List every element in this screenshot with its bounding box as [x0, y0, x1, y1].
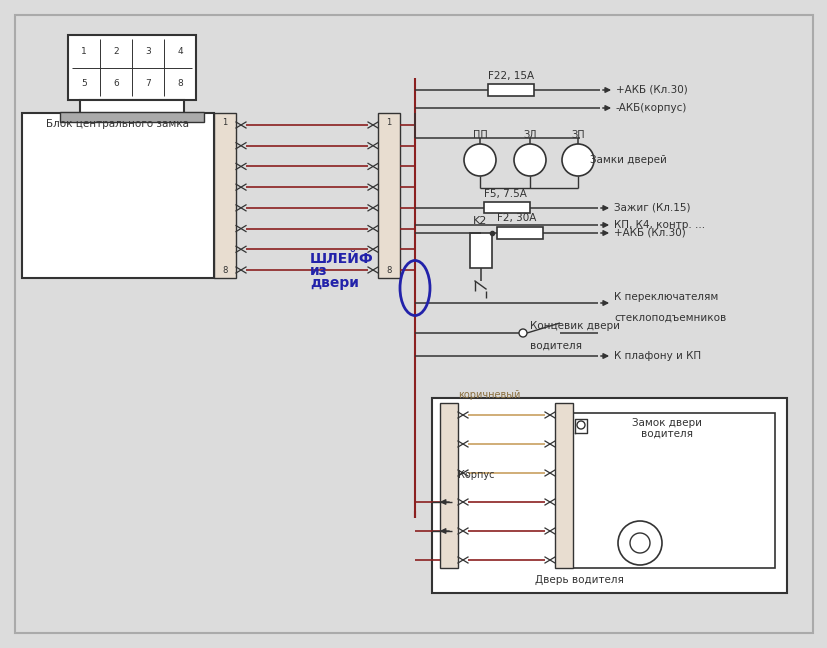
- Text: F2, 30A: F2, 30A: [496, 213, 536, 223]
- Circle shape: [629, 533, 649, 553]
- Bar: [496, 227, 543, 239]
- Bar: [484, 202, 529, 213]
- Text: 2: 2: [113, 47, 118, 56]
- Bar: [432, 398, 786, 593]
- Text: F22, 15A: F22, 15A: [487, 71, 533, 81]
- Text: Концевик двери: Концевик двери: [529, 321, 619, 331]
- Text: K2: K2: [472, 216, 487, 226]
- Text: 1: 1: [386, 118, 391, 127]
- Text: 3: 3: [145, 47, 151, 56]
- Text: 8: 8: [177, 80, 183, 89]
- Text: ШЛЕЙФ: ШЛЕЙФ: [309, 252, 373, 266]
- Bar: [80, 100, 184, 114]
- Text: -АКБ(корпус): -АКБ(корпус): [615, 103, 686, 113]
- Text: 4: 4: [177, 47, 183, 56]
- Bar: [554, 403, 572, 568]
- Text: Замки дверей: Замки дверей: [590, 155, 666, 165]
- Circle shape: [562, 144, 593, 176]
- Text: Блок центрального замка: Блок центрального замка: [46, 119, 189, 129]
- Text: водителя: водителя: [640, 429, 692, 439]
- Bar: [68, 35, 196, 100]
- Bar: [213, 113, 236, 278]
- Text: ЗП: ЗП: [571, 130, 584, 140]
- Circle shape: [519, 329, 526, 337]
- Bar: [60, 112, 203, 122]
- Text: ПП: ПП: [472, 130, 487, 140]
- Text: 5: 5: [81, 80, 87, 89]
- Text: 7: 7: [145, 80, 151, 89]
- Text: К переключателям: К переключателям: [614, 292, 717, 302]
- Text: 8: 8: [386, 266, 391, 275]
- Text: стеклоподъемников: стеклоподъемников: [614, 313, 725, 323]
- Text: Дверь водителя: Дверь водителя: [534, 575, 623, 585]
- Circle shape: [463, 144, 495, 176]
- Text: 1: 1: [81, 47, 87, 56]
- Text: Зажиг (Кл.15): Зажиг (Кл.15): [614, 203, 690, 213]
- Text: К плафону и КП: К плафону и КП: [614, 351, 700, 361]
- Text: ЗЛ: ЗЛ: [523, 130, 536, 140]
- Bar: [439, 403, 457, 568]
- Bar: [22, 113, 213, 278]
- Text: 8: 8: [222, 266, 227, 275]
- Text: водителя: водителя: [529, 341, 581, 351]
- Text: F5, 7.5A: F5, 7.5A: [484, 189, 526, 199]
- Text: из: из: [309, 264, 327, 278]
- Circle shape: [617, 521, 662, 565]
- Text: Корпус: Корпус: [457, 470, 494, 480]
- Text: 6: 6: [113, 80, 119, 89]
- Text: +АКБ (Кл.30): +АКБ (Кл.30): [614, 228, 685, 238]
- Text: +АКБ (Кл.30): +АКБ (Кл.30): [615, 85, 687, 95]
- Bar: [487, 84, 533, 96]
- Text: 1: 1: [222, 118, 227, 127]
- Bar: [559, 413, 774, 568]
- Bar: [378, 113, 399, 278]
- Bar: [470, 233, 491, 268]
- Text: Замок двери: Замок двери: [631, 418, 701, 428]
- Circle shape: [514, 144, 545, 176]
- Text: КП, К4, контр. ...: КП, К4, контр. ...: [614, 220, 705, 230]
- Circle shape: [576, 421, 585, 429]
- Text: коричневый: коричневый: [457, 390, 519, 400]
- Text: двери: двери: [309, 276, 358, 290]
